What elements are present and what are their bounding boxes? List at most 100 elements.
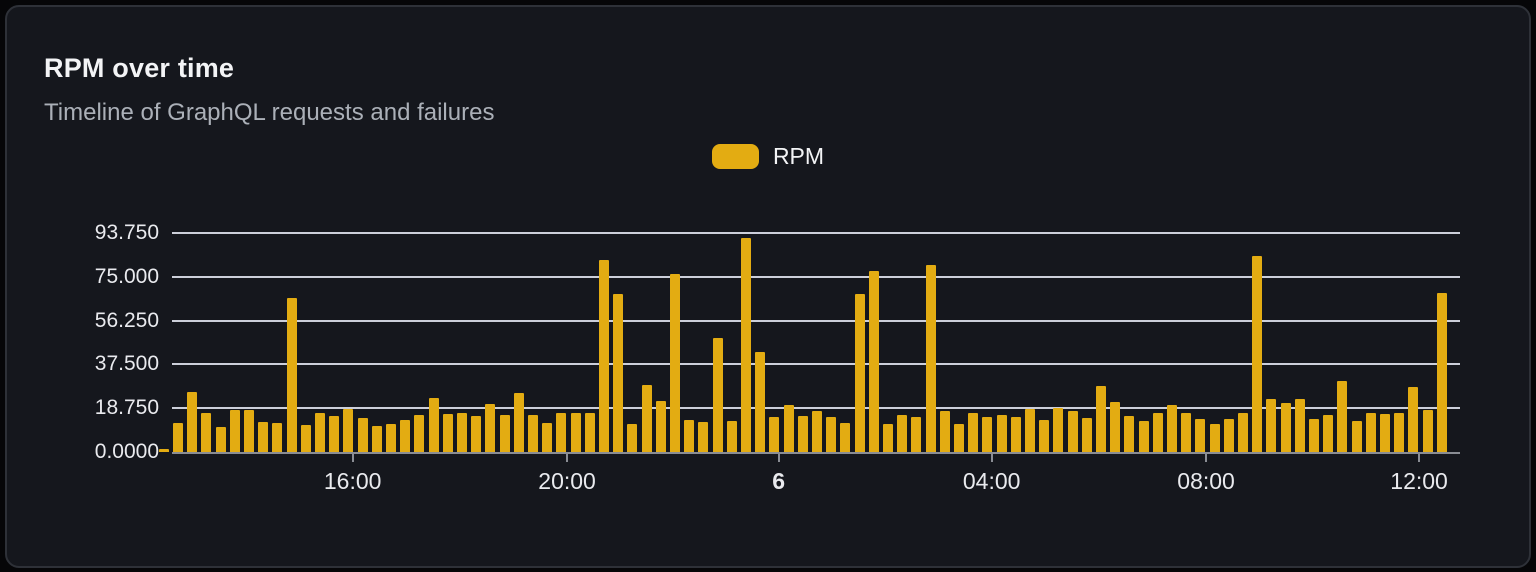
bar[interactable] (826, 416, 837, 452)
bar[interactable] (329, 416, 340, 452)
page-title: RPM over time (44, 53, 235, 83)
bar[interactable] (712, 338, 723, 452)
bar[interactable] (726, 421, 737, 452)
plot-area (158, 232, 1460, 454)
bar[interactable] (1351, 421, 1362, 452)
bar[interactable] (1067, 411, 1078, 452)
bar[interactable] (1408, 386, 1419, 452)
bar[interactable] (485, 404, 496, 452)
bar[interactable] (286, 298, 297, 452)
bar[interactable] (1394, 413, 1405, 452)
bar[interactable] (670, 273, 680, 452)
bar[interactable] (698, 421, 709, 452)
legend-swatch-rpm-icon[interactable] (711, 144, 759, 169)
bar[interactable] (457, 413, 467, 452)
bar[interactable] (1436, 292, 1447, 452)
bar[interactable] (371, 425, 382, 452)
bar[interactable] (173, 422, 183, 452)
bar[interactable] (599, 260, 609, 452)
bar[interactable] (797, 415, 808, 452)
bar[interactable] (1323, 414, 1334, 452)
bar[interactable] (442, 414, 453, 452)
bar[interactable] (343, 408, 354, 452)
bar[interactable] (1039, 419, 1050, 452)
bar[interactable] (954, 424, 964, 452)
bar[interactable] (1266, 398, 1277, 452)
bar[interactable] (1365, 412, 1376, 452)
bar[interactable] (400, 420, 411, 452)
bar[interactable] (982, 416, 993, 452)
bar[interactable] (258, 422, 269, 452)
legend-label-rpm[interactable]: RPM (772, 143, 825, 169)
bar[interactable] (1138, 421, 1149, 452)
bar[interactable] (1209, 423, 1220, 452)
bar[interactable] (868, 270, 879, 452)
bar[interactable] (939, 411, 950, 452)
bar[interactable] (499, 414, 510, 452)
bar[interactable] (428, 398, 439, 452)
bar[interactable] (1110, 402, 1121, 452)
bar[interactable] (272, 423, 283, 452)
x-tick (1205, 454, 1208, 462)
bar[interactable] (783, 405, 794, 452)
x-axis-label: 08:00 (1177, 468, 1235, 494)
bar[interactable] (1422, 409, 1433, 452)
bar[interactable] (584, 412, 595, 452)
bar[interactable] (414, 414, 425, 452)
bar[interactable] (1252, 256, 1263, 452)
bar[interactable] (1223, 418, 1234, 452)
bar[interactable] (528, 414, 538, 452)
bar[interactable] (968, 413, 979, 452)
bar[interactable] (1053, 407, 1064, 452)
bar[interactable] (812, 411, 822, 452)
bar[interactable] (925, 265, 936, 452)
bar[interactable] (1280, 402, 1291, 452)
bar[interactable] (996, 415, 1007, 452)
bar[interactable] (897, 414, 908, 452)
bar[interactable] (769, 416, 780, 452)
bar[interactable] (1025, 409, 1035, 452)
bar[interactable] (1195, 418, 1206, 452)
bar[interactable] (1337, 381, 1348, 452)
bar[interactable] (1152, 413, 1163, 452)
bar[interactable] (1167, 404, 1177, 452)
bar[interactable] (570, 412, 581, 452)
bar[interactable] (1380, 414, 1390, 452)
bar[interactable] (513, 392, 524, 452)
bar[interactable] (1124, 415, 1135, 452)
bar[interactable] (1010, 417, 1021, 452)
y-axis-label: 18.750 (94, 396, 159, 420)
bar[interactable] (840, 423, 851, 452)
bar[interactable] (556, 412, 567, 452)
bar[interactable] (201, 412, 212, 452)
bar[interactable] (655, 401, 666, 452)
bar[interactable] (386, 423, 396, 452)
bar[interactable] (1181, 413, 1192, 452)
bar[interactable] (1309, 418, 1319, 452)
bar[interactable] (357, 418, 368, 452)
gridline (172, 232, 1460, 234)
bar[interactable] (1096, 386, 1106, 452)
bar[interactable] (542, 422, 553, 452)
bar[interactable] (244, 410, 254, 452)
bar[interactable] (187, 392, 198, 452)
bar[interactable] (627, 423, 638, 452)
bar[interactable] (158, 448, 169, 452)
bar[interactable] (641, 385, 652, 452)
bar[interactable] (1238, 413, 1248, 452)
bar[interactable] (229, 410, 240, 452)
x-tick (1418, 454, 1421, 462)
bar[interactable] (215, 426, 226, 452)
bar[interactable] (315, 413, 325, 452)
bar[interactable] (1081, 418, 1092, 452)
bar[interactable] (854, 293, 865, 452)
bar[interactable] (684, 419, 695, 452)
bar[interactable] (883, 424, 893, 452)
bar[interactable] (471, 416, 482, 452)
bar[interactable] (911, 417, 922, 452)
bar[interactable] (613, 294, 624, 452)
bar[interactable] (755, 351, 766, 452)
bar[interactable] (300, 425, 311, 452)
bar[interactable] (1294, 398, 1305, 452)
bar[interactable] (741, 238, 751, 452)
